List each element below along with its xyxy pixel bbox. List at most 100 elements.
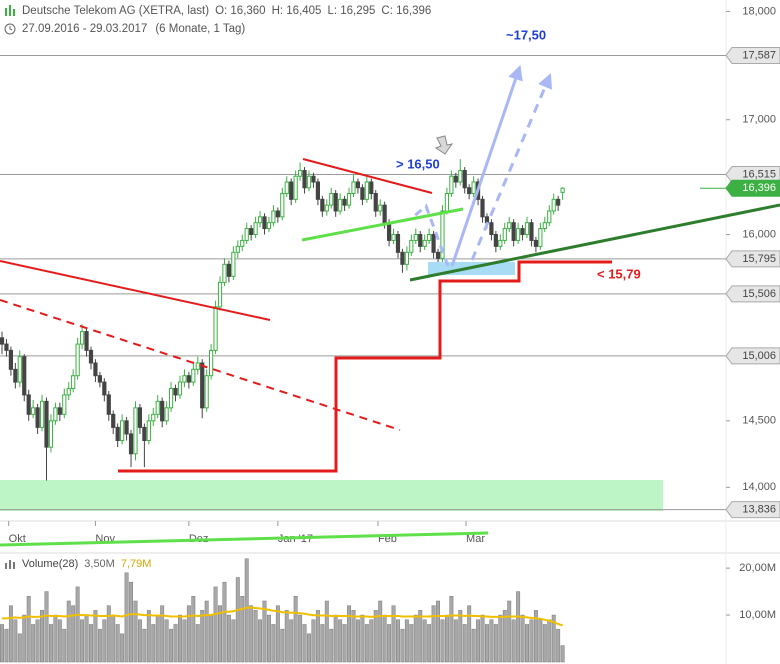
volume-bar xyxy=(355,619,360,663)
candle-body xyxy=(547,210,552,224)
candle-body xyxy=(511,222,516,241)
candle-body xyxy=(529,222,534,241)
volume-bar xyxy=(525,624,529,663)
volume-bar xyxy=(31,624,36,663)
candle-body xyxy=(48,420,54,448)
candle-body xyxy=(533,239,539,247)
quote: H: 16,405 xyxy=(272,5,322,17)
volume-bar xyxy=(13,619,18,663)
candle-body xyxy=(168,387,174,409)
candle-body xyxy=(271,210,276,224)
candle-body xyxy=(556,198,561,206)
candle-body xyxy=(235,245,240,253)
y-tick-label: 14,500 xyxy=(742,415,776,427)
candle-body xyxy=(44,400,49,448)
candle-body xyxy=(26,394,31,415)
candle-body xyxy=(93,362,98,377)
candle-body xyxy=(404,251,409,265)
candle-body xyxy=(191,368,196,383)
volume-bar xyxy=(458,610,463,663)
candle-body xyxy=(409,239,414,253)
volume-bar xyxy=(298,614,303,663)
volume-bar xyxy=(271,624,276,663)
price-tag: 15,506 xyxy=(725,285,780,303)
volume-bar xyxy=(240,596,245,663)
volume-bar xyxy=(453,619,458,663)
volume-bar xyxy=(129,581,133,663)
candle-body xyxy=(262,216,267,230)
support-zone xyxy=(0,480,663,511)
arrow xyxy=(470,73,552,261)
volume-bar xyxy=(471,628,476,663)
candle-body xyxy=(489,222,494,235)
candle-body xyxy=(66,387,71,396)
volume-bar xyxy=(0,624,4,663)
candle-body xyxy=(275,210,280,218)
candle-body xyxy=(102,381,107,396)
volume-bar xyxy=(26,596,31,663)
volume-panel: 10,00M 20,00M xyxy=(0,558,776,663)
candle-body xyxy=(462,170,467,189)
volume-bar xyxy=(262,600,267,663)
volume-bar xyxy=(186,605,191,663)
candle-body xyxy=(422,239,427,247)
tag-label: 13,836 xyxy=(742,503,776,515)
candle-body xyxy=(364,181,369,200)
candle-body xyxy=(551,198,556,212)
tag-shape xyxy=(725,250,780,268)
volume-bar xyxy=(71,605,76,663)
volume-bar xyxy=(155,614,160,663)
candle-body xyxy=(311,175,316,183)
volume-bar xyxy=(267,614,271,663)
volume-bar xyxy=(169,628,174,663)
volume-bar xyxy=(404,619,409,663)
volume-bar xyxy=(8,605,13,663)
volume-bar xyxy=(244,558,249,663)
candle-body xyxy=(502,228,507,241)
candle-body xyxy=(17,356,22,383)
x-tick-label: Mar xyxy=(466,533,485,545)
candles xyxy=(0,159,565,481)
volume-bar xyxy=(22,614,27,663)
candle-body xyxy=(160,400,165,422)
trend-line xyxy=(0,299,401,431)
volume-bar xyxy=(538,619,543,663)
legend-value: 3,50M xyxy=(84,558,115,570)
volume-bar xyxy=(115,624,120,663)
candle-body xyxy=(284,181,289,195)
pointer-icon xyxy=(434,135,454,155)
candle-body xyxy=(493,233,498,247)
volume-bar xyxy=(284,610,289,663)
candle-body xyxy=(418,233,423,247)
volume-bar xyxy=(378,600,383,663)
price-tag: 16,396 xyxy=(725,179,780,197)
volume-bar xyxy=(293,596,298,663)
quote: C: 16,396 xyxy=(381,5,431,17)
candle-body xyxy=(560,187,565,193)
volume-bar xyxy=(97,628,102,663)
stop-line xyxy=(118,260,612,473)
tag-shape xyxy=(725,347,780,365)
tag-label: 15,506 xyxy=(742,288,776,300)
tag-shape xyxy=(725,46,780,64)
volume-bar xyxy=(258,619,263,663)
candle-body xyxy=(200,362,205,409)
candle-body xyxy=(302,170,307,189)
annotation: < 15,79 xyxy=(597,266,641,281)
volume-bar xyxy=(387,624,392,663)
tag-label: 16,515 xyxy=(742,168,776,180)
volume-bar xyxy=(164,619,169,663)
volume-bar xyxy=(347,605,351,663)
volume-bar xyxy=(249,605,254,663)
tag-label: 15,795 xyxy=(742,253,776,265)
legend-value: 7,79M xyxy=(121,558,152,570)
volume-bar xyxy=(48,624,53,663)
volume-bar xyxy=(324,600,329,663)
candle-body xyxy=(306,175,312,189)
volume-bar xyxy=(373,610,378,663)
period: (6 Monate, 1 Tag) xyxy=(155,23,245,35)
candle-body xyxy=(538,228,543,247)
